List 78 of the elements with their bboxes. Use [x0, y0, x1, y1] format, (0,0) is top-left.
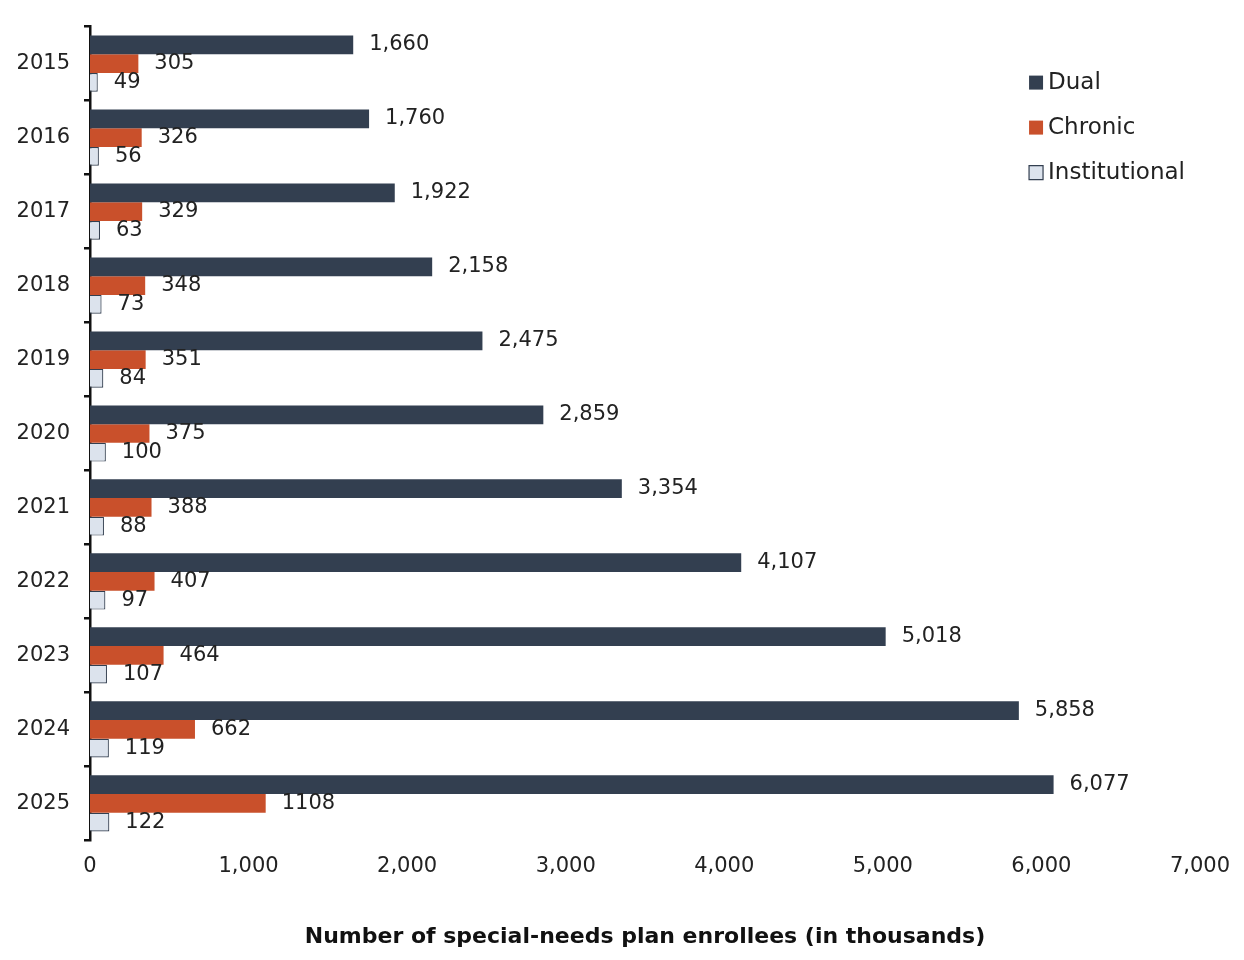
bar — [90, 479, 622, 499]
y-tick-label: 2021 — [16, 493, 70, 518]
bar — [90, 794, 266, 813]
data-label: 88 — [119, 512, 147, 537]
legend-label: Institutional — [1048, 157, 1185, 184]
y-tick-label: 2019 — [16, 345, 70, 370]
data-label: 56 — [114, 142, 142, 167]
data-label: 97 — [121, 586, 149, 611]
data-label: 6,077 — [1069, 771, 1130, 796]
data-label: 662 — [210, 715, 252, 740]
data-label: 100 — [121, 438, 162, 463]
bar — [90, 775, 1054, 795]
bar — [90, 646, 164, 665]
data-label: 84 — [119, 364, 147, 389]
y-tick-label: 2022 — [16, 567, 70, 592]
data-label: 348 — [161, 271, 202, 296]
x-tick-label: 2,000 — [377, 853, 438, 878]
bar — [90, 109, 370, 129]
x-axis-title: Number of special-needs plan enrollees (in thousands) — [304, 922, 986, 948]
data-label: 305 — [154, 50, 195, 75]
x-tick-label: 7,000 — [1169, 853, 1230, 878]
bar — [90, 424, 150, 443]
y-tick-label: 2024 — [16, 715, 70, 740]
data-label: 2,158 — [448, 253, 509, 278]
x-tick-label: 3,000 — [535, 853, 596, 878]
bar — [90, 331, 483, 351]
data-label: 1108 — [281, 789, 336, 814]
bar — [90, 720, 195, 739]
data-label: 5,018 — [901, 623, 962, 648]
data-label: 5,858 — [1034, 697, 1095, 722]
x-tick-label: 4,000 — [694, 853, 755, 878]
bar — [90, 54, 139, 73]
bar — [90, 553, 742, 573]
data-label: 73 — [117, 290, 145, 315]
x-tick-label: 5,000 — [852, 853, 913, 878]
bar — [90, 627, 886, 647]
data-label: 1,660 — [369, 31, 430, 56]
data-label: 326 — [157, 124, 198, 149]
data-label: 1,922 — [410, 179, 471, 204]
y-tick-label: 2025 — [16, 789, 70, 814]
bar — [90, 405, 544, 425]
data-label: 122 — [125, 808, 166, 833]
legend-label: Chronic — [1048, 112, 1136, 139]
data-label: 4,107 — [757, 549, 818, 574]
bar — [90, 498, 152, 517]
bar — [90, 202, 143, 221]
data-label: 2,475 — [498, 327, 559, 352]
data-label: 1,760 — [385, 105, 446, 130]
data-label: 63 — [115, 216, 143, 241]
x-tick-label: 6,000 — [1011, 853, 1072, 878]
data-label: 351 — [161, 345, 202, 370]
data-label: 3,354 — [637, 475, 698, 500]
x-tick-label: 1,000 — [218, 853, 279, 878]
bar — [90, 35, 354, 55]
data-label: 464 — [179, 641, 220, 666]
bar — [90, 701, 1019, 721]
y-tick-label: 2017 — [16, 198, 70, 223]
data-label: 119 — [124, 734, 165, 759]
y-tick-label: 2016 — [16, 124, 70, 149]
bar — [90, 183, 395, 203]
data-label: 2,859 — [559, 401, 620, 426]
bar — [90, 128, 142, 147]
data-label: 49 — [113, 68, 141, 93]
data-label: 107 — [122, 660, 164, 685]
bar — [90, 257, 433, 277]
y-tick-label: 2015 — [16, 50, 70, 75]
data-label: 375 — [165, 419, 206, 444]
y-tick-label: 2023 — [16, 641, 70, 666]
bar — [90, 276, 146, 295]
x-tick-label: 0 — [83, 853, 97, 878]
y-tick-label: 2020 — [16, 419, 70, 444]
bar — [90, 350, 146, 369]
data-label: 388 — [167, 493, 208, 518]
y-tick-label: 2018 — [16, 271, 70, 296]
data-label: 407 — [170, 567, 211, 592]
legend-label: Dual — [1048, 67, 1101, 94]
data-label: 329 — [158, 198, 199, 223]
bar — [90, 572, 155, 591]
